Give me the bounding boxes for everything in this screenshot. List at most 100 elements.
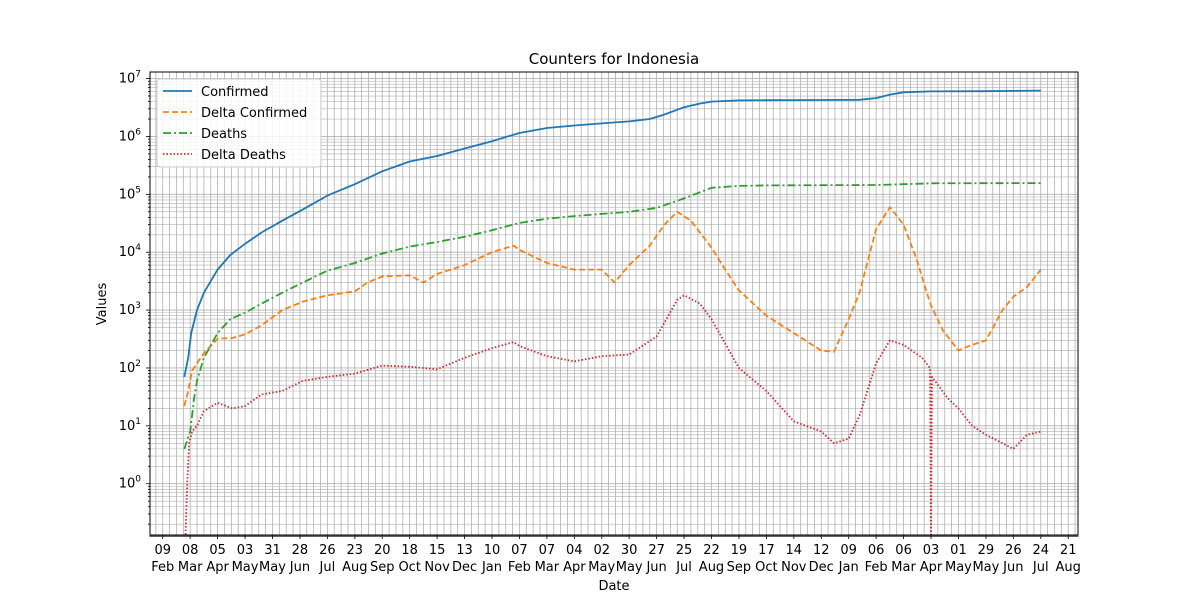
x-tick-day: 29 (978, 543, 995, 558)
y-tick-label: 100 (119, 475, 142, 492)
x-tick-month: Sep (727, 560, 752, 575)
x-tick-day: 05 (209, 543, 226, 558)
x-tick-day: 20 (374, 543, 391, 558)
x-tick-day: 06 (895, 543, 912, 558)
legend-box (156, 78, 322, 168)
y-tick-exponent: 6 (135, 127, 141, 137)
y-tick-label: 102 (119, 359, 141, 376)
chart-title: Counters for Indonesia (529, 50, 699, 68)
x-tick-month: Mar (178, 560, 203, 575)
x-tick-month: May (972, 560, 999, 575)
x-tick-day: 26 (1005, 543, 1022, 558)
y-tick-exponent: 1 (135, 417, 141, 427)
x-tick-month: May (945, 560, 972, 575)
x-tick-day: 14 (786, 543, 803, 558)
axes-frame (149, 71, 1079, 536)
x-tick-day: 27 (648, 543, 665, 558)
y-tick-label: 104 (119, 243, 142, 260)
x-tick-month: Feb (865, 560, 888, 575)
x-tick-month: Jun (645, 560, 666, 575)
x-tick-day: 24 (1032, 543, 1049, 558)
legend-label: Confirmed (201, 85, 269, 100)
y-tick-label: 105 (119, 185, 141, 202)
x-tick-month: Sep (370, 560, 395, 575)
x-tick-day: 10 (484, 543, 501, 558)
x-tick-month: May (616, 560, 643, 575)
x-tick-month: Dec (809, 560, 834, 575)
x-tick-month: Aug (699, 560, 724, 575)
y-axis-label: Values (95, 283, 110, 326)
x-tick-month: Nov (781, 560, 807, 575)
x-tick-month: Jan (838, 560, 859, 575)
x-tick-month: Jul (1032, 560, 1049, 575)
y-tick-exponent: 7 (135, 70, 141, 80)
x-tick-month: Feb (508, 560, 531, 575)
y-tick-label: 103 (119, 301, 141, 318)
x-tick-day: 02 (593, 543, 610, 558)
x-tick-month: Oct (755, 560, 777, 575)
series-line-deaths (183, 182, 1041, 450)
x-tick-month: Feb (151, 560, 174, 575)
y-tick-base: 10 (119, 187, 136, 202)
x-tick-day: 03 (923, 543, 940, 558)
y-tick-base: 10 (119, 361, 136, 376)
x-tick-month: Jan (481, 560, 502, 575)
x-tick-month: Jun (1002, 560, 1023, 575)
y-tick-exponent: 4 (135, 243, 141, 253)
y-tick-exponent: 3 (135, 301, 141, 311)
x-tick-day: 09 (154, 543, 171, 558)
x-tick-month: Apr (206, 560, 229, 575)
x-tick-day: 28 (292, 543, 309, 558)
x-tick-month: Jun (289, 560, 310, 575)
x-tick-day: 13 (456, 543, 473, 558)
y-tick-label: 107 (119, 70, 141, 87)
x-tick-day: 08 (182, 543, 199, 558)
x-tick-month: Apr (563, 560, 586, 575)
x-tick-day: 19 (731, 543, 748, 558)
x-tick-day: 01 (950, 543, 967, 558)
x-tick-day: 15 (429, 543, 446, 558)
x-tick-day: 30 (621, 543, 638, 558)
y-tick-base: 10 (119, 477, 136, 492)
y-tick-base: 10 (119, 245, 136, 260)
x-tick-day: 22 (703, 543, 720, 558)
y-tick-exponent: 5 (135, 185, 141, 195)
x-tick-day: 25 (676, 543, 693, 558)
y-tick-exponent: 2 (135, 359, 141, 369)
legend-label: Deaths (201, 127, 247, 142)
y-tick-base: 10 (119, 129, 136, 144)
series-line-confirmed (183, 89, 1041, 378)
x-tick-month: May (232, 560, 259, 575)
x-tick-day: 12 (813, 543, 830, 558)
x-tick-day: 06 (868, 543, 885, 558)
x-tick-month: May (588, 560, 615, 575)
x-tick-day: 23 (347, 543, 364, 558)
x-tick-month: Mar (891, 560, 916, 575)
x-tick-day: 26 (319, 543, 336, 558)
x-tick-month: Dec (452, 560, 477, 575)
x-axis-label: Date (598, 579, 629, 594)
x-tick-day: 07 (511, 543, 528, 558)
x-tick-month: Oct (398, 560, 420, 575)
x-tick-month: Mar (535, 560, 560, 575)
x-tick-day: 03 (237, 543, 254, 558)
x-tick-month: Nov (424, 560, 450, 575)
y-tick-base: 10 (119, 419, 136, 434)
series-line-delta-deaths (184, 294, 1042, 535)
x-tick-month: Jul (319, 560, 336, 575)
y-tick-label: 101 (119, 417, 141, 434)
legend-label: Delta Deaths (201, 148, 286, 163)
x-tick-day: 09 (840, 543, 857, 558)
x-tick-day: 17 (758, 543, 775, 558)
x-tick-day: 18 (401, 543, 418, 558)
x-tick-month: Apr (920, 560, 943, 575)
series-line-delta-confirmed (183, 206, 1042, 407)
x-tick-day: 31 (264, 543, 281, 558)
y-tick-label: 106 (119, 127, 142, 144)
x-tick-month: May (259, 560, 286, 575)
plot-lines (183, 89, 1042, 535)
x-tick-month: Aug (342, 560, 367, 575)
